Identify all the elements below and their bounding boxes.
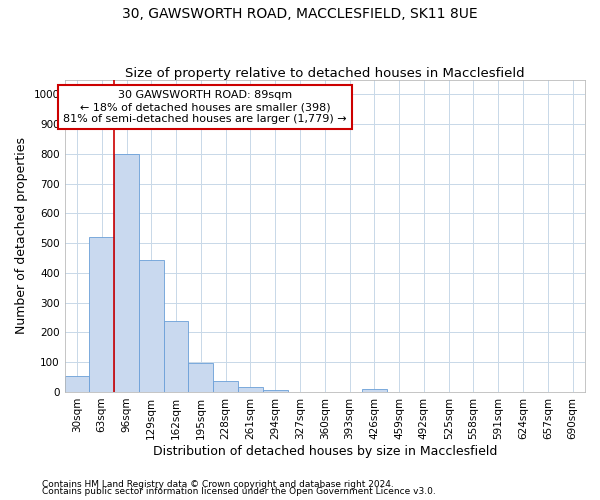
Bar xyxy=(188,363,213,392)
Bar xyxy=(65,376,89,392)
Bar xyxy=(114,154,139,392)
Text: 30, GAWSWORTH ROAD, MACCLESFIELD, SK11 8UE: 30, GAWSWORTH ROAD, MACCLESFIELD, SK11 8… xyxy=(122,8,478,22)
Text: Contains HM Land Registry data © Crown copyright and database right 2024.: Contains HM Land Registry data © Crown c… xyxy=(42,480,394,489)
Text: Contains public sector information licensed under the Open Government Licence v3: Contains public sector information licen… xyxy=(42,487,436,496)
Bar xyxy=(164,321,188,392)
X-axis label: Distribution of detached houses by size in Macclesfield: Distribution of detached houses by size … xyxy=(152,444,497,458)
Bar xyxy=(139,260,164,392)
Bar xyxy=(89,237,114,392)
Title: Size of property relative to detached houses in Macclesfield: Size of property relative to detached ho… xyxy=(125,66,524,80)
Text: 30 GAWSWORTH ROAD: 89sqm
← 18% of detached houses are smaller (398)
81% of semi-: 30 GAWSWORTH ROAD: 89sqm ← 18% of detach… xyxy=(63,90,347,124)
Bar xyxy=(263,390,287,392)
Y-axis label: Number of detached properties: Number of detached properties xyxy=(15,137,28,334)
Bar xyxy=(238,386,263,392)
Bar xyxy=(362,389,387,392)
Bar xyxy=(213,380,238,392)
